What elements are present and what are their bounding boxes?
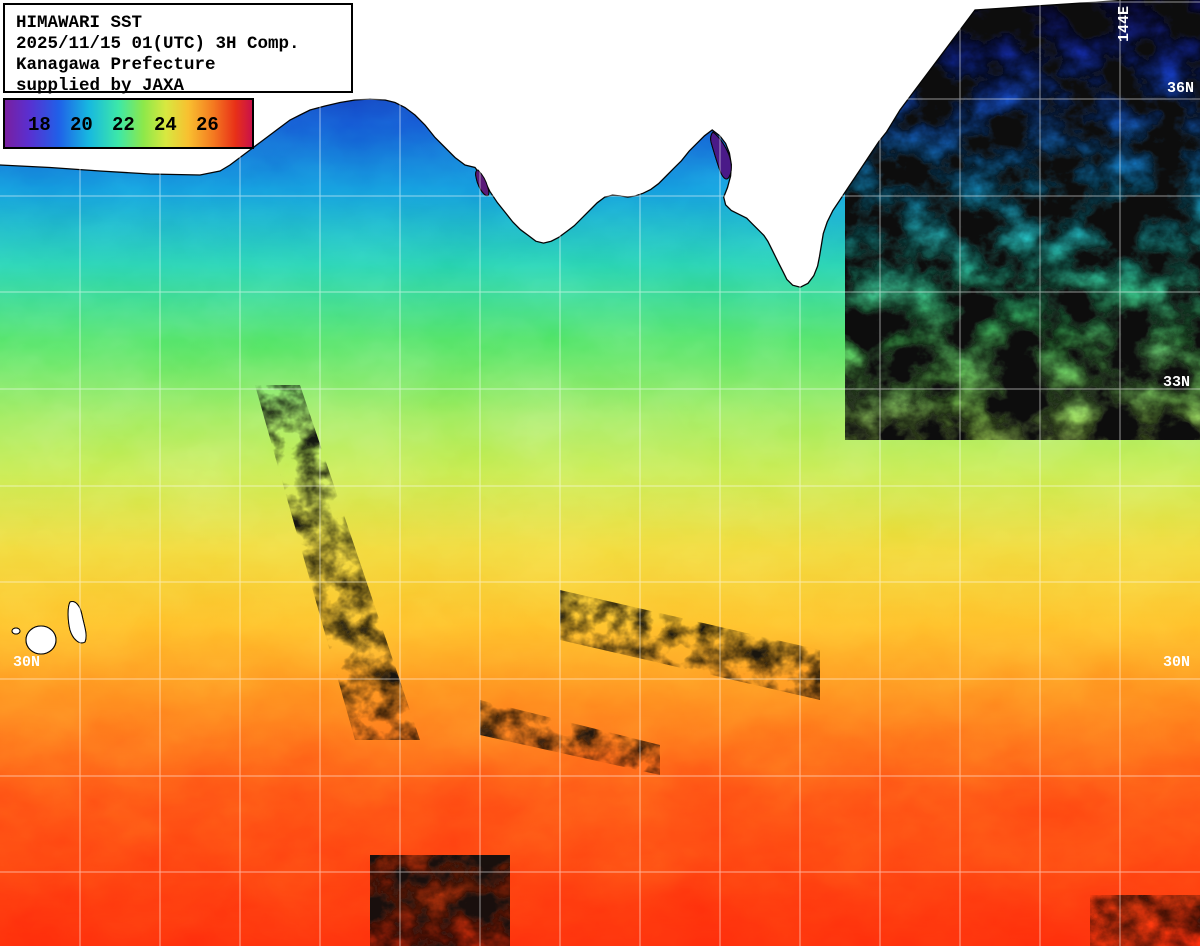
svg-text:30N: 30N bbox=[1163, 654, 1190, 671]
svg-text:supplied by JAXA: supplied by JAXA bbox=[16, 76, 185, 96]
svg-text:36N: 36N bbox=[1167, 80, 1194, 97]
svg-text:144E: 144E bbox=[1116, 6, 1133, 42]
svg-text:33N: 33N bbox=[1163, 374, 1190, 391]
svg-text:136E: 136E bbox=[476, 26, 493, 62]
svg-text:26: 26 bbox=[196, 114, 219, 136]
svg-text:HIMAWARI SST: HIMAWARI SST bbox=[16, 13, 142, 33]
svg-text:24: 24 bbox=[154, 114, 177, 136]
svg-text:20: 20 bbox=[70, 114, 93, 136]
svg-text:Kanagawa Prefecture: Kanagawa Prefecture bbox=[16, 55, 216, 75]
svg-text:22: 22 bbox=[112, 114, 135, 136]
svg-text:18: 18 bbox=[28, 114, 51, 136]
svg-text:30N: 30N bbox=[13, 654, 40, 671]
svg-text:2025/11/15 01(UTC) 3H Comp.: 2025/11/15 01(UTC) 3H Comp. bbox=[16, 34, 300, 54]
